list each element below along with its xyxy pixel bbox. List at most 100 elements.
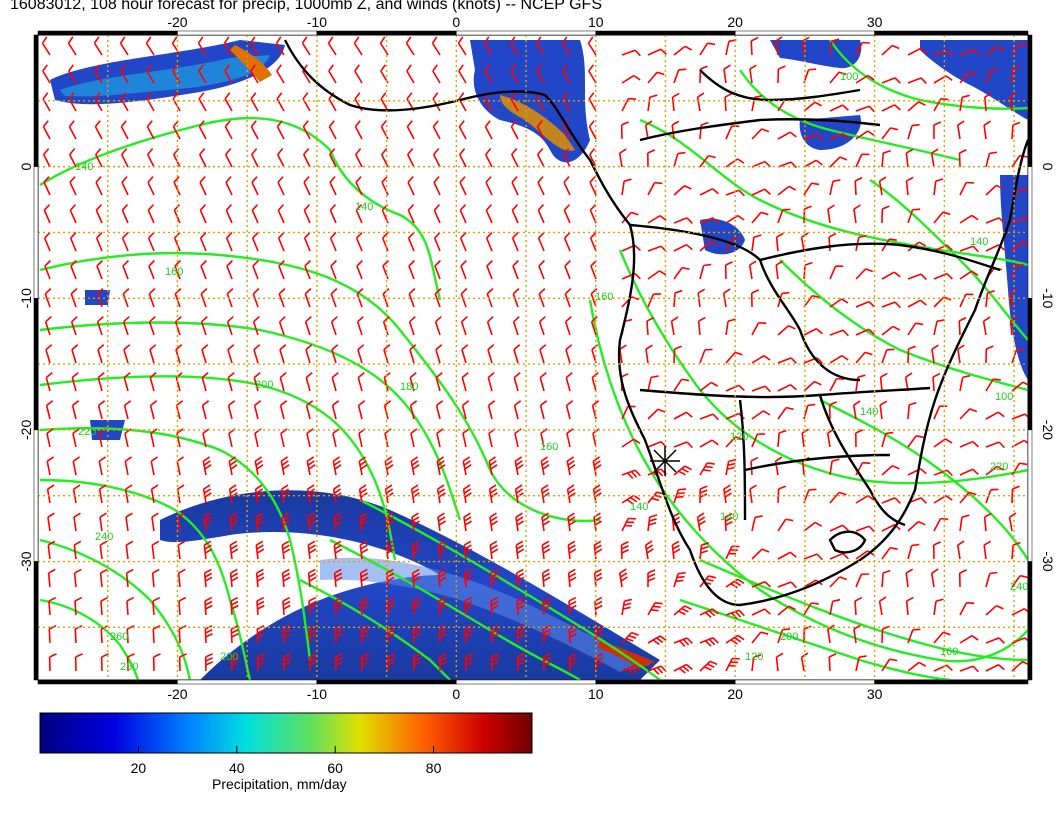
wind-barb [305, 344, 313, 364]
wind-barb [278, 288, 286, 308]
wind-barb [434, 316, 442, 336]
wind-barb [725, 189, 745, 197]
wind-barb [621, 631, 639, 644]
wind-barb [355, 176, 363, 196]
wind-barb [204, 624, 213, 644]
wind-barb [171, 36, 181, 56]
lon-tick-label-top: 0 [452, 14, 460, 30]
wind-barb [590, 288, 598, 308]
wind-barb [699, 42, 716, 56]
wind-barb [45, 344, 53, 364]
wind-barb [43, 232, 51, 252]
wind-barb [487, 372, 495, 392]
wind-barb [485, 148, 493, 168]
wind-barb [983, 540, 992, 560]
contour-label: 220 [78, 426, 96, 438]
wind-barb [563, 232, 571, 252]
wind-barb [68, 92, 77, 112]
wind-barb [513, 400, 522, 420]
wind-barb [879, 372, 888, 392]
contour-label: 200 [255, 379, 273, 391]
wind-barb [122, 316, 130, 336]
wind-barb [511, 232, 519, 252]
wind-barb [621, 74, 641, 84]
wind-barb [959, 245, 979, 253]
wind-barb [959, 601, 975, 616]
wind-barb [41, 36, 51, 56]
wind-barb [178, 596, 187, 616]
wind-barb [379, 36, 389, 56]
wind-barb [750, 289, 760, 308]
wind-barb [226, 316, 234, 336]
wind-barb [933, 296, 952, 308]
wind-barb [696, 92, 705, 112]
wind-barb [933, 75, 953, 84]
wind-barb [1011, 65, 1021, 84]
wind-barb [178, 653, 187, 672]
wind-barb [1011, 263, 1024, 280]
wind-barb [879, 400, 888, 420]
contour-label: 160 [540, 441, 558, 453]
wind-barb [673, 441, 693, 449]
wind-barb [933, 405, 948, 420]
wind-barb [562, 64, 571, 84]
frame-bar-right [1027, 298, 1033, 431]
wind-barb [673, 45, 693, 56]
wind-barb [853, 624, 861, 644]
wind-barb [907, 322, 924, 336]
wind-barb [459, 204, 467, 224]
wind-barb [907, 101, 926, 112]
wind-barb [254, 456, 264, 476]
wind-barb [69, 204, 77, 224]
wind-barb [959, 94, 970, 112]
wind-barb [1011, 660, 1028, 672]
wind-barb [855, 300, 875, 308]
lon-tick-label-top: 30 [867, 14, 883, 30]
wind-barb [931, 344, 939, 364]
wind-barb [775, 232, 784, 252]
wind-barb [881, 546, 898, 560]
wind-barb [93, 36, 103, 56]
wind-barb [985, 637, 1005, 644]
wind-barb [225, 232, 233, 252]
wind-barb [905, 148, 914, 168]
lon-tick-label-bottom: 10 [588, 686, 604, 702]
wind-barb [277, 204, 285, 224]
wind-barb [829, 491, 847, 504]
wind-barb [282, 596, 291, 616]
wind-barb [854, 596, 863, 616]
wind-barb [68, 64, 77, 84]
wind-barb [431, 36, 441, 56]
wind-barb [671, 540, 681, 560]
wind-barb [699, 542, 709, 560]
wind-barb [462, 456, 472, 476]
wind-barb [933, 631, 951, 644]
wind-barb [72, 456, 81, 476]
wind-barb [457, 36, 467, 56]
wind-barb [172, 64, 181, 84]
wind-barb [881, 271, 901, 280]
wind-barb [121, 204, 129, 224]
wind-barb [985, 184, 1004, 196]
contour-label: 280 [120, 661, 138, 673]
wind-barb [959, 181, 974, 196]
wind-barb [70, 316, 78, 336]
wind-barb [225, 204, 233, 224]
wind-barb [699, 263, 712, 280]
wind-barb [145, 36, 155, 56]
wind-barb [47, 568, 56, 588]
wind-barb [251, 176, 259, 196]
wind-barb [98, 484, 107, 504]
wind-barb [829, 71, 847, 84]
wind-barb [587, 36, 597, 56]
wind-barb [828, 232, 837, 252]
wind-barb [146, 64, 155, 84]
wind-barb [147, 148, 155, 168]
wind-barb [984, 92, 992, 112]
wind-barb [148, 288, 156, 308]
wind-barb [434, 260, 441, 280]
wind-barb [252, 288, 260, 308]
wind-barb [381, 232, 389, 252]
wind-barb [304, 260, 311, 280]
wind-barb [751, 580, 771, 588]
